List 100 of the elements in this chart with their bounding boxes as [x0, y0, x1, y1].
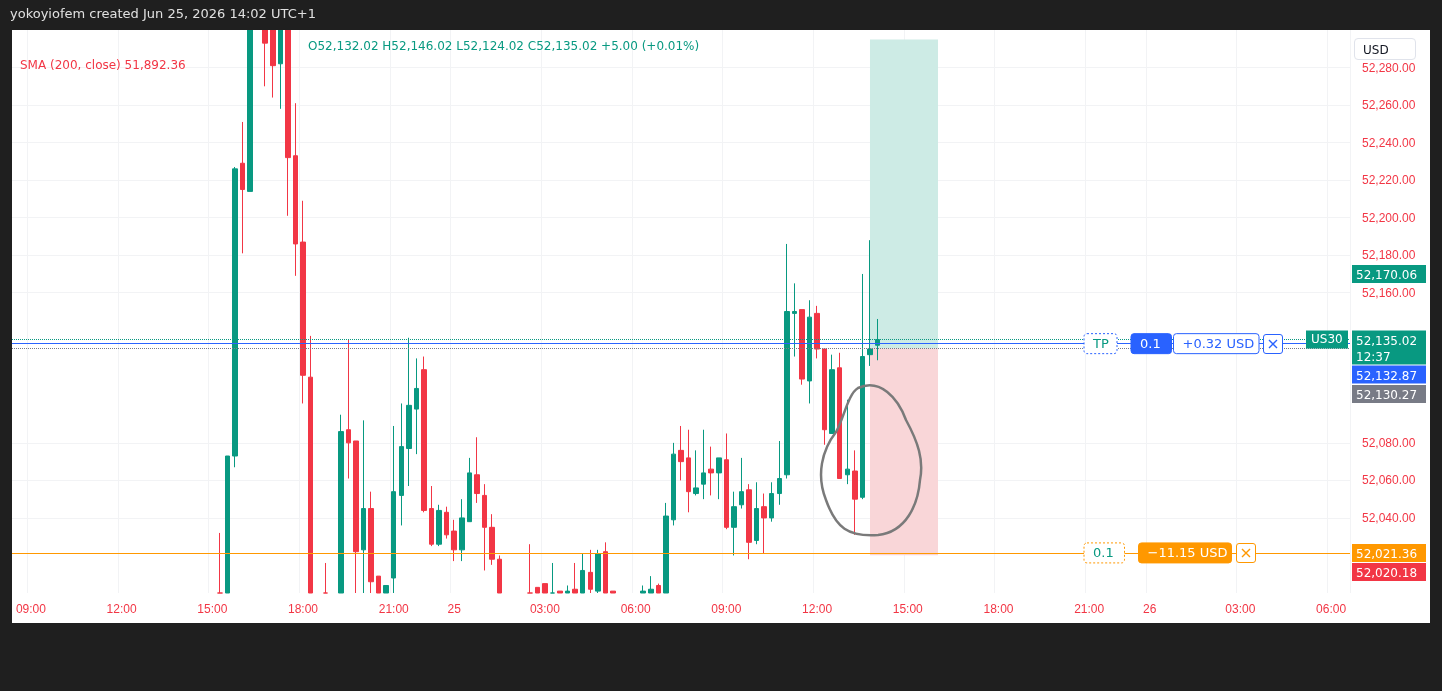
- candlestick: [799, 309, 805, 386]
- candlestick: [353, 440, 359, 594]
- candlestick: [769, 481, 774, 523]
- text: USD: [1354, 38, 1416, 60]
- x-tick-label: 21:00: [378, 602, 410, 616]
- candlestick: [595, 549, 601, 594]
- candlestick: [656, 583, 661, 594]
- candlestick: [731, 491, 737, 556]
- x-tick-label: 18:00: [288, 602, 319, 616]
- y-tick-label: 52,200.00: [1362, 210, 1416, 225]
- candlestick: [739, 457, 744, 510]
- candlestick: [444, 506, 449, 540]
- annotation: +0.32 USD: [1182, 335, 1255, 351]
- x-tick-label: 12:00: [802, 602, 833, 616]
- candlestick: [497, 554, 502, 594]
- candlestick: [829, 354, 835, 434]
- candlestick: [761, 493, 767, 555]
- candlestick: [663, 502, 669, 594]
- candlestick: [285, 30, 291, 217]
- candlestick: [270, 30, 276, 99]
- candlestick: [678, 425, 684, 481]
- candlestick: [467, 457, 472, 523]
- candlestick: [240, 121, 245, 254]
- y-tick-label: 52,060.00: [1362, 473, 1416, 488]
- candlestick: [580, 553, 585, 594]
- x-tick-label: 09:00: [15, 602, 47, 616]
- candlestick: [278, 30, 283, 110]
- candlestick: [323, 562, 328, 594]
- x-tick-label: 06:00: [1316, 602, 1347, 616]
- text: O52,132.02 H52,146.02 L52,124.02 C52,135.02 +5.00 (+0.01%): [308, 39, 700, 53]
- ref-line-label: 52,021.36: [1356, 546, 1418, 561]
- y-tick-label: 52,280.00: [1362, 60, 1416, 75]
- candlestick: [225, 455, 230, 594]
- candlestick: [262, 30, 268, 87]
- x-tick-label: 15:00: [197, 602, 228, 616]
- text: 52,170.06: [1356, 268, 1418, 282]
- candlestick: [603, 541, 608, 594]
- annotation: 0.1: [1093, 544, 1114, 560]
- x-tick-label: 06:00: [620, 602, 651, 616]
- ref-line-label: 52,132.87: [1356, 368, 1418, 383]
- candlestick: [527, 543, 533, 594]
- candlestick: [565, 584, 570, 594]
- text: 52,020.18: [1356, 566, 1418, 580]
- candlestick: [640, 584, 646, 594]
- candlestick: [391, 425, 396, 594]
- annotation: TP: [1092, 335, 1109, 351]
- chart-subtitle: yokoyiofem created Jun 25, 2026 14:02 UTC+1: [10, 6, 316, 21]
- candlestick: [368, 491, 374, 594]
- candlestick: [308, 335, 313, 594]
- y-tick-label: 52,260.00: [1362, 98, 1416, 113]
- x-tick-label: 26: [1143, 602, 1157, 616]
- candlestick: [693, 449, 699, 496]
- candlestick: [686, 429, 691, 513]
- candlestick: [671, 442, 676, 526]
- candlestick: [421, 356, 427, 513]
- candlestick: [474, 436, 480, 504]
- candlestick: [293, 102, 298, 277]
- x-tick-label: 12:00: [106, 602, 137, 616]
- candlestick: [399, 402, 404, 526]
- candlestick: [837, 352, 842, 480]
- candlestick: [716, 457, 722, 500]
- y-tick-label: 52,240.00: [1362, 135, 1416, 150]
- candlestick: [361, 419, 366, 594]
- candlestick: [542, 583, 548, 594]
- candlestick: [572, 562, 578, 594]
- candlestick: [247, 30, 253, 192]
- y-tick-label: 52,080.00: [1362, 435, 1416, 450]
- y-tick-label: 52,180.00: [1362, 248, 1416, 263]
- candlestick: [610, 590, 616, 594]
- annotation: 0.1: [1140, 335, 1161, 351]
- y-tick-label: 52,220.00: [1362, 173, 1416, 188]
- candlestick: [459, 498, 465, 562]
- x-tick-label: 21:00: [1074, 602, 1105, 616]
- candlestick: [822, 348, 827, 446]
- candlestick: [746, 483, 752, 560]
- candlestick: [436, 504, 442, 547]
- candlestick: [414, 357, 419, 455]
- candlestick: [588, 549, 593, 594]
- candlestick: [852, 449, 858, 536]
- candlestick: [489, 513, 495, 566]
- ref-line-label: 52,135.02 12:37: [1356, 333, 1418, 364]
- candlestick: [648, 575, 654, 594]
- candlestick: [701, 429, 706, 500]
- y-tick-label: 52,160.00: [1362, 285, 1416, 300]
- x-tick-label: 03:00: [1225, 602, 1256, 616]
- candlestick: [814, 305, 820, 359]
- candlestick: [451, 519, 457, 562]
- candlestick: [557, 590, 563, 594]
- y-tick-label: 52,040.00: [1362, 510, 1416, 525]
- candlestick: [535, 586, 540, 594]
- candlestick: [346, 339, 351, 480]
- candlestick: [777, 440, 782, 506]
- annotation: −11.15 USD: [1147, 544, 1228, 560]
- candlestick: [754, 481, 759, 545]
- annotation: US30: [1311, 331, 1343, 346]
- candlestick: [217, 532, 223, 594]
- candlestick: [724, 432, 729, 530]
- candlestick: [383, 584, 389, 594]
- candlestick: [338, 414, 344, 594]
- x-tick-label: 09:00: [711, 602, 742, 616]
